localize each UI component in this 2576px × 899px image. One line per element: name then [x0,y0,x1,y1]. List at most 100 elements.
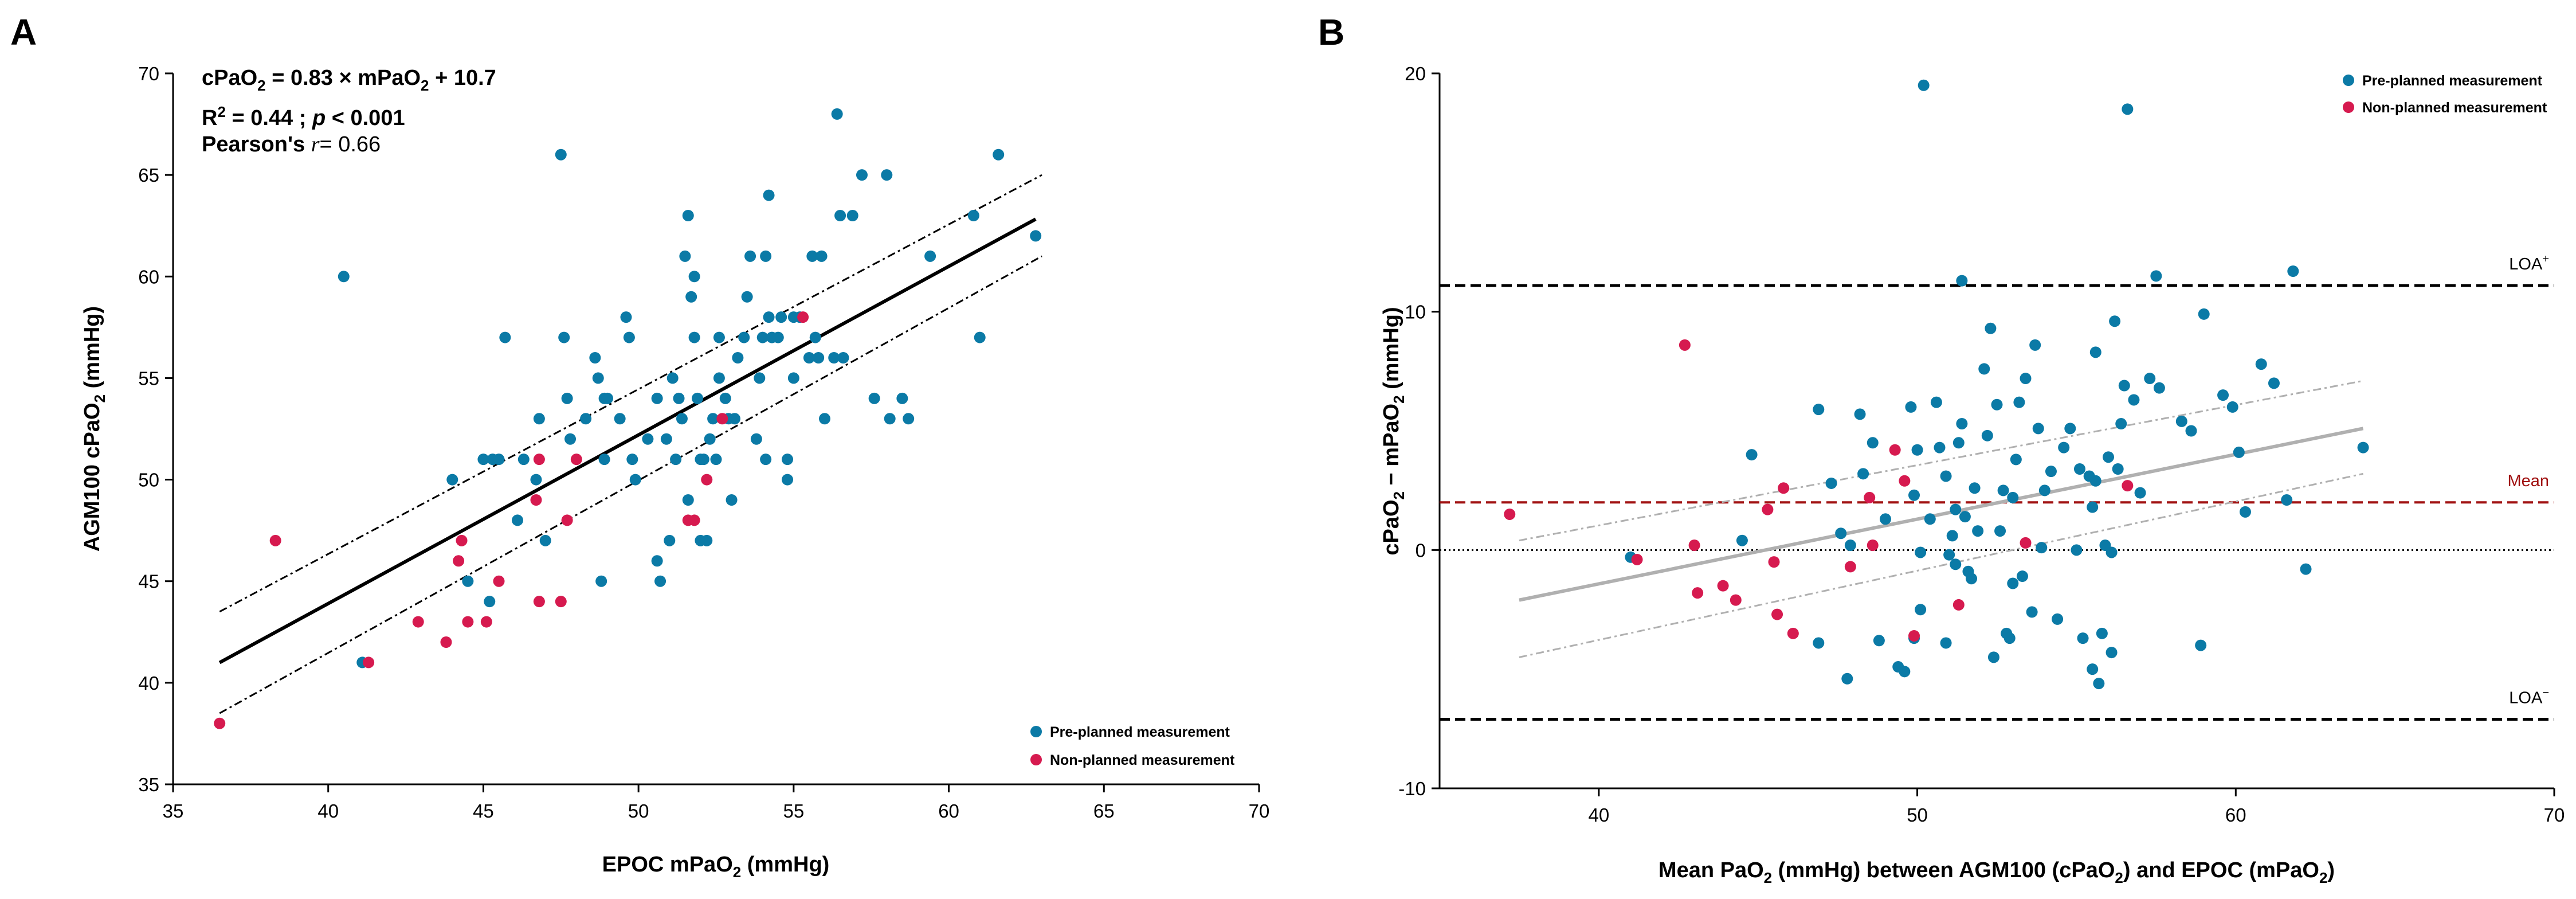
panel-b-legend-pre-marker [2343,75,2354,86]
panel-b-pre-planned-point [2128,394,2140,406]
panel-a-x-axis-title: EPOC mPaO2 (mmHg) [602,853,830,881]
panel-b-non-planned-point [1952,599,1965,611]
panel-a-pre-planned-point [744,250,756,262]
panel-a-pre-planned-point [660,433,672,445]
panel-b-pre-planned-point [2045,466,2057,478]
panel-a-pre-planned-point [561,392,573,404]
panel-b-pre-planned-point [1952,437,1965,449]
panel-b-non-planned-point [1787,627,1799,639]
panel-a-pre-planned-point [477,454,489,466]
panel-a-non-planned-point [493,575,505,587]
panel-b-pre-planned-point [2153,382,2165,394]
panel-a-pre-planned-point [782,474,794,486]
panel-b-pre-planned-point [2185,425,2197,437]
panel-a-pre-planned-point [598,454,610,466]
panel-b-legend: Pre-planned measurement Non-planned meas… [2343,73,2547,116]
panel-a-ci-lower-line [219,255,1042,714]
panel-a-non-planned-point [480,616,492,628]
panel-b-non-planned-point [1688,540,1700,552]
panel-a-pre-planned-point [682,210,694,221]
panel-a-pre-planned-point [881,169,893,181]
panel-a-x-tick-label: 70 [1249,800,1270,822]
panel-a-y-axis-title: AGM100 cPaO2 (mmHg) [80,306,108,552]
panel-b-non-planned-point [1504,508,1516,520]
panel-b-non-planned-point [1730,594,1742,606]
panel-b-non-planned-point [1768,556,1780,568]
panel-a-r-squared: R2 = 0.44 ; p < 0.001 [202,103,405,130]
panel-a-pre-planned-point [462,575,474,587]
panel-a-pre-planned-point [763,189,775,201]
panel-b-x-tick-label: 70 [2544,804,2565,826]
panel-a-pre-planned-point [884,413,896,425]
panel-b-pre-planned-point [2287,265,2299,277]
panel-a-x-tick-label: 50 [628,800,649,822]
panel-b-non-planned-point [1844,561,1856,573]
panel-a-pre-planned-point [682,494,694,506]
panel-b-y-axis-title: cPaO2 − mPaO2 (mmHg) [1379,307,1407,555]
panel-a-pre-planned-point [670,454,682,466]
panel-a-pre-planned-point [642,433,654,445]
panel-a-non-planned-point [797,311,809,323]
panel-b-pre-planned-point [1966,573,1978,585]
panel-a-y-tick-label: 45 [138,571,159,592]
panel-a-pre-planned-point [719,392,731,404]
panel-a-pre-planned-point [828,352,840,363]
panel-a-non-planned-point [214,717,226,729]
panel-b-pre-planned-point [1841,673,1853,685]
panel-a-pre-planned-point [564,433,577,445]
panel-a-points [214,108,1042,729]
panel-a-pre-planned-point [626,454,638,466]
panel-a-non-planned-point [412,616,424,628]
panel-a-x-tick-label: 55 [783,800,804,822]
panel-b-pre-planned-point [2089,475,2101,487]
panel-a-pre-planned-point [924,250,936,262]
panel-a-pre-planned-point [741,291,753,303]
panel-b-pre-planned-point [1813,637,1825,649]
panel-b-pre-planned-point [1969,482,1981,494]
panel-a-pre-planned-point [763,311,775,323]
panel-b-pre-planned-point [1905,401,1917,413]
panel-b-pre-planned-point [1981,429,1993,441]
panel-a-pre-planned-point [896,392,908,404]
panel-b-trend-line [1519,427,2364,602]
panel-a-non-planned-point [453,555,465,567]
panel-b-pre-planned-point [2195,639,2207,651]
panel-b-pre-planned-point [1994,525,2006,537]
panel-b-x-tick-label: 50 [1907,804,1928,826]
panel-a-letter: A [10,11,37,53]
panel-b-pre-planned-point [2357,441,2369,454]
panel-a-pre-planned-point [623,331,635,343]
panel-a-legend-non-label: Non-planned measurement [1050,752,1235,768]
panel-b-pre-planned-point [1987,651,1999,663]
panel-a-pre-planned-point [688,331,700,343]
panel-b-non-planned-point [1864,491,1876,503]
panel-b-legend-pre-label: Pre-planned measurement [2362,73,2543,89]
panel-b-pre-planned-point [1825,477,1837,489]
panel-b-pre-planned-point [1959,511,1971,523]
panel-b-pre-planned-point [1943,549,1955,561]
panel-a-pre-planned-point [589,352,601,363]
panel-a-non-planned-point [561,514,573,526]
panel-b-non-planned-point [1889,444,1901,456]
panel-a-pre-planned-point [446,474,458,486]
panel-b-pre-planned-point [2038,484,2050,497]
panel-a-legend-pre-marker [1030,726,1042,737]
panel-a-pre-planned-point [676,413,688,425]
panel-b-non-planned-point [1762,503,1774,515]
panel-b-pre-planned-point [1991,398,2003,411]
panel-a-pre-planned-point [651,392,663,404]
panel-b-pre-planned-point [2052,613,2064,625]
panel-a-pre-planned-point [595,575,607,587]
panel-b-pre-planned-point [1997,484,2009,497]
panel-a-pre-planned-point [728,413,740,425]
panel-b-non-planned-point [1899,475,1911,487]
panel-b-trend-band-lower [1519,472,2363,658]
panel-b-pre-planned-point [1844,540,1856,552]
panel-a-pre-planned-point [806,250,818,262]
panel-a-x-tick-label: 65 [1093,800,1115,822]
panel-b-pre-planned-point [1835,527,1847,540]
panel-b-pre-planned-point [2003,632,2016,644]
panel-b-letter: B [1318,11,1344,53]
panel-b-non-planned-point [1692,587,1704,599]
panel-b-pre-planned-point [2007,577,2019,589]
